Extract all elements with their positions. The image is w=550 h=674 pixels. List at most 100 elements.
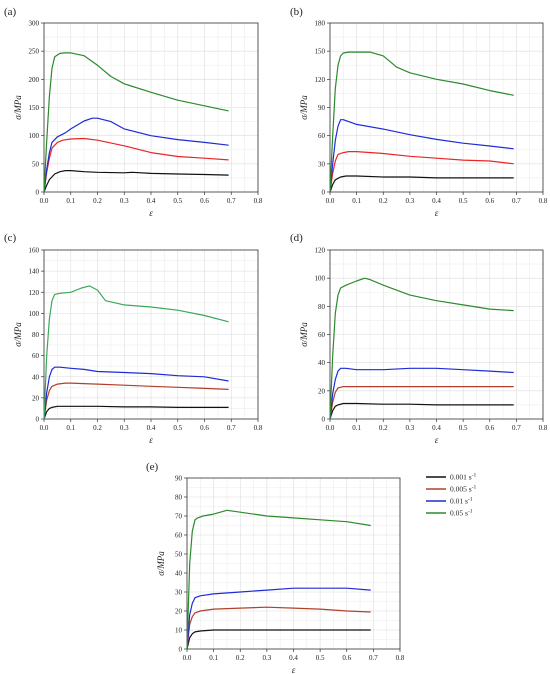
x-tick-label: 0.6	[200, 197, 209, 205]
x-tick-label: 0.1	[209, 654, 218, 662]
legend-unit-exponent: -1	[468, 509, 473, 515]
x-tick-label: 0.0	[40, 424, 49, 432]
x-tick-label: 0.5	[459, 424, 468, 432]
y-tick-label: 200	[29, 76, 40, 84]
y-tick-label: 40	[175, 570, 183, 578]
panel-label: (d)	[290, 232, 303, 244]
panel-label: (c)	[4, 232, 17, 244]
x-tick-label: 0.1	[352, 424, 361, 432]
x-tick-label: 0.0	[326, 197, 335, 205]
y-tick-label: 60	[175, 532, 183, 540]
x-tick-label: 0.6	[485, 197, 494, 205]
legend-unit-exponent: -1	[472, 485, 477, 491]
y-tick-label: 30	[175, 589, 183, 597]
panel-label: (b)	[290, 6, 303, 18]
x-tick-label: 0.0	[326, 424, 335, 432]
x-tick-label: 0.4	[147, 197, 156, 205]
x-tick-label: 0.3	[406, 197, 415, 205]
chart-panel: (a) 0.0 0.1 0.2 0.3 0.4 0.5 0.6 0.7 0.8 0 50 100 150 2…	[4, 6, 263, 218]
series-line-0.01	[43, 366, 229, 420]
series-line-0.05	[43, 52, 229, 193]
series-line-0.01	[43, 117, 229, 193]
x-tick-label: 0.5	[459, 197, 468, 205]
x-axis-title: ε	[149, 435, 153, 445]
x-tick-label: 0.2	[93, 424, 102, 432]
y-axis-title: σ/MPa	[13, 95, 23, 120]
series-line-0.001	[329, 175, 514, 193]
y-tick-label: 80	[175, 494, 183, 502]
x-tick-label: 0.7	[227, 197, 236, 205]
series-line-0.05	[329, 51, 514, 193]
y-tick-label: 90	[175, 475, 183, 483]
series-line-0.005	[186, 606, 371, 650]
y-tick-label: 0	[179, 646, 183, 654]
legend-label: 0.005 s-1	[450, 485, 477, 494]
y-tick-label: 100	[29, 310, 40, 318]
chart-panel: (d) 0.0 0.1 0.2 0.3 0.4 0.5 0.6 0.7 0.8 0 20 40 60 80 1…	[290, 232, 548, 445]
series-line-0.05	[186, 509, 371, 650]
x-axis-title: ε	[292, 665, 296, 674]
y-tick-label: 160	[29, 247, 40, 255]
x-tick-label: 0.6	[485, 424, 494, 432]
y-tick-label: 0	[322, 189, 326, 197]
series-line-0.01	[186, 587, 371, 650]
y-axis-title: σ/MPa	[299, 322, 309, 347]
x-tick-label: 0.2	[379, 197, 388, 205]
x-tick-label: 0.2	[379, 424, 388, 432]
x-tick-label: 0.5	[173, 197, 182, 205]
y-tick-label: 10	[175, 627, 183, 635]
y-tick-label: 150	[315, 48, 326, 56]
x-tick-label: 0.8	[396, 654, 405, 662]
y-tick-label: 60	[32, 352, 40, 360]
legend-label: 0.05 s-1	[450, 509, 473, 518]
x-tick-label: 0.7	[512, 197, 521, 205]
x-axis-title: ε	[435, 208, 439, 218]
x-axis-title: ε	[149, 208, 153, 218]
series-line-0.05	[329, 277, 514, 420]
x-tick-label: 0.1	[66, 197, 75, 205]
panel-label: (a)	[4, 6, 17, 18]
y-tick-label: 140	[29, 268, 40, 276]
y-tick-label: 120	[315, 247, 326, 255]
y-tick-label: 120	[315, 76, 326, 84]
x-axis-title: ε	[435, 435, 439, 445]
series-line-0.001	[43, 170, 229, 193]
chart-panel: (b) 0.0 0.1 0.2 0.3 0.4 0.5 0.6 0.7 0.8 0 30 60 90 120…	[290, 6, 548, 218]
y-tick-label: 90	[318, 104, 326, 112]
x-tick-label: 0.0	[183, 654, 192, 662]
series-line-0.001	[186, 629, 371, 650]
legend-label: 0.001 s-1	[450, 473, 477, 482]
x-tick-label: 0.3	[406, 424, 415, 432]
y-tick-label: 150	[29, 104, 40, 112]
y-axis-title: σ/MPa	[156, 551, 166, 576]
x-tick-label: 0.3	[120, 197, 129, 205]
y-tick-label: 100	[29, 132, 40, 140]
series-line-0.005	[329, 386, 514, 420]
y-tick-label: 50	[32, 160, 40, 168]
y-tick-label: 50	[175, 551, 183, 559]
x-tick-label: 0.4	[147, 424, 156, 432]
y-tick-label: 80	[32, 331, 40, 339]
x-tick-label: 0.4	[432, 197, 441, 205]
x-tick-label: 0.5	[173, 424, 182, 432]
y-tick-label: 20	[175, 608, 183, 616]
y-tick-label: 40	[318, 359, 326, 367]
y-tick-label: 60	[318, 331, 326, 339]
x-tick-label: 0.2	[93, 197, 102, 205]
y-tick-label: 0	[36, 189, 40, 197]
panel-label: (e)	[146, 461, 159, 473]
y-tick-label: 20	[32, 394, 40, 402]
x-tick-label: 0.8	[254, 424, 263, 432]
x-tick-label: 0.1	[66, 424, 75, 432]
series-line-0.01	[329, 119, 514, 193]
y-tick-label: 20	[318, 387, 326, 395]
legend-unit-exponent: -1	[468, 497, 473, 503]
y-tick-label: 0	[322, 416, 326, 424]
y-tick-label: 30	[318, 160, 326, 168]
y-tick-label: 180	[315, 20, 326, 28]
x-tick-label: 0.2	[236, 654, 245, 662]
series-line-0.005	[329, 151, 514, 193]
chart-panel: (c) 0.0 0.1 0.2 0.3 0.4 0.5 0.6 0.7 0.8 0 20 40 60 80 1…	[4, 232, 263, 445]
legend: 0.001 s-1 0.005 s-1 0.01 s-1 0.05 s-1	[426, 473, 477, 518]
y-tick-label: 120	[29, 289, 40, 297]
